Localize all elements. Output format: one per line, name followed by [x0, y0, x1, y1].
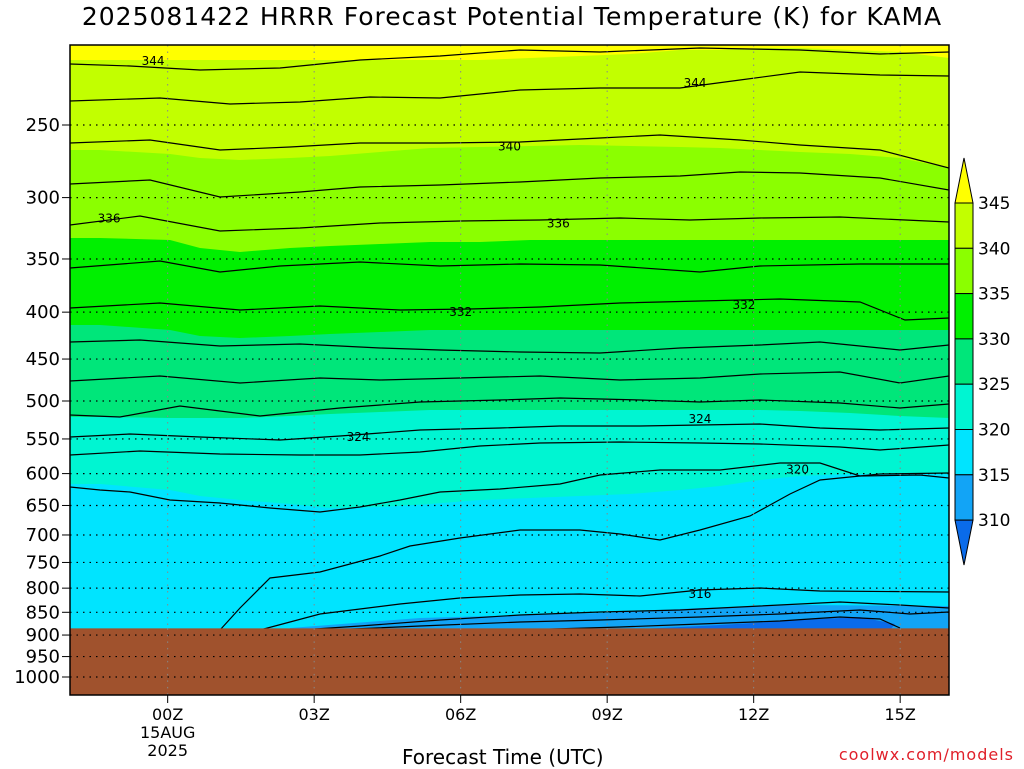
x-tick-label-06Z: 06Z — [445, 705, 476, 724]
y-tick-label-350: 350 — [26, 249, 60, 270]
colorbar-label-315: 315 — [978, 466, 1010, 486]
contour-line-0 — [70, 47, 949, 71]
contour-line-10 — [70, 423, 949, 441]
y-tick-label-800: 800 — [26, 578, 60, 599]
colorbar-bottom-arrow — [954, 519, 974, 566]
contour-line-6 — [70, 298, 949, 321]
x-tick-label-15Z: 15Z — [885, 705, 916, 724]
x-tick-label-00Z: 00Z — [152, 705, 183, 724]
contour-line-2 — [70, 134, 949, 169]
y-tick-label-250: 250 — [26, 115, 60, 136]
contour-label-5: 332 — [449, 305, 472, 319]
contour-line-16 — [329, 609, 949, 631]
colorbar-segment-6 — [954, 474, 974, 521]
x-date-line-1: 2025 — [147, 741, 188, 760]
colorbar-label-320: 320 — [978, 421, 1010, 441]
temperature-bands — [70, 45, 949, 695]
y-tick-label-300: 300 — [26, 188, 60, 209]
contour-label-0: 344 — [142, 54, 165, 68]
colorbar: 345 340 335 330 325 320 315 310 — [954, 157, 1010, 566]
y-tick-label-450: 450 — [26, 349, 60, 370]
color-band-low-0 — [640, 617, 895, 630]
contour-label-4: 336 — [547, 216, 570, 230]
contour-label-10: 316 — [688, 587, 711, 601]
colorbar-label-310: 310 — [978, 511, 1010, 531]
contour-line-7 — [70, 339, 949, 354]
colorbar-segment-3 — [954, 338, 974, 385]
y-tick-label-400: 400 — [26, 302, 60, 323]
contour-label-6: 332 — [732, 298, 755, 312]
y-tick-label-950: 950 — [26, 647, 60, 668]
contour-line-13 — [219, 472, 949, 631]
contour-label-2: 340 — [498, 140, 521, 154]
y-tick-label-750: 750 — [26, 552, 60, 573]
plot-frame — [69, 44, 950, 696]
x-tick-label-12Z: 12Z — [738, 705, 769, 724]
colorbar-segment-4 — [954, 383, 974, 431]
contour-line-12 — [70, 462, 949, 513]
contour-label-7: 324 — [347, 430, 370, 444]
surface-fill — [70, 628, 949, 695]
contour-line-9 — [70, 397, 949, 418]
colorbar-label-335: 335 — [978, 285, 1010, 305]
contour-label-9: 320 — [786, 463, 809, 477]
y-tick-label-550: 550 — [26, 429, 60, 450]
y-tick-label-900: 900 — [26, 625, 60, 646]
isentrope-contours — [70, 47, 949, 631]
contour-line-15 — [299, 601, 949, 631]
colorbar-label-325: 325 — [978, 375, 1010, 395]
colorbar-label-340: 340 — [978, 239, 1010, 259]
colorbar-label-345: 345 — [978, 194, 1010, 214]
contour-line-8 — [70, 371, 949, 384]
colorbar-segment-2 — [954, 293, 974, 340]
y-tick-label-700: 700 — [26, 525, 60, 546]
contour-line-5 — [70, 260, 949, 273]
x-tick-label-09Z: 09Z — [592, 705, 623, 724]
contour-label-1: 344 — [684, 76, 707, 90]
chart-title: 2025081422 HRRR Forecast Potential Tempe… — [81, 2, 943, 31]
y-tick-label-600: 600 — [26, 464, 60, 485]
grid-lines — [70, 45, 949, 695]
colorbar-segment-0 — [954, 202, 974, 249]
contour-line-11 — [70, 441, 949, 456]
contour-label-8: 324 — [688, 412, 711, 426]
contour-line-14 — [259, 587, 949, 631]
colorbar-label-330: 330 — [978, 330, 1010, 350]
y-axis: 2503003504004505005506006507007508008509… — [14, 115, 70, 688]
x-tick-label-03Z: 03Z — [299, 705, 330, 724]
surface-area — [70, 628, 949, 695]
contour-label-3: 336 — [98, 211, 121, 225]
x-axis-label: Forecast Time (UTC) — [402, 745, 604, 769]
contour-line-4 — [70, 215, 949, 232]
y-tick-label-650: 650 — [26, 495, 60, 516]
contour-line-1 — [70, 71, 949, 105]
y-tick-label-1000: 1000 — [14, 667, 60, 688]
x-date-line-0: 15AUG — [140, 723, 195, 742]
credit-link[interactable]: coolwx.com/models — [838, 745, 1014, 764]
colorbar-segment-5 — [954, 429, 974, 476]
contour-labels: 344 344 340 336 336 332 332 324 324 320 316 — [98, 54, 809, 601]
colorbar-segment-1 — [954, 247, 974, 295]
y-tick-label-500: 500 — [26, 391, 60, 412]
colorbar-top-arrow — [954, 157, 974, 204]
contour-line-17 — [519, 616, 901, 631]
y-tick-label-850: 850 — [26, 602, 60, 623]
